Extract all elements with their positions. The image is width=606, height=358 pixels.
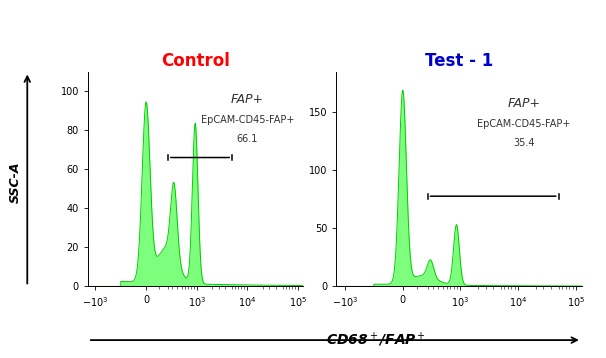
Title: Test - 1: Test - 1 [425, 52, 493, 70]
Text: EpCAM-CD45-FAP+: EpCAM-CD45-FAP+ [478, 119, 571, 129]
Text: SSC-A: SSC-A [8, 162, 22, 203]
Text: FAP+: FAP+ [507, 97, 541, 110]
Text: EpCAM-CD45-FAP+: EpCAM-CD45-FAP+ [201, 115, 294, 125]
Text: 66.1: 66.1 [236, 134, 258, 144]
Text: CD68$^+$/FAP$^+$: CD68$^+$/FAP$^+$ [326, 331, 425, 349]
Title: Control: Control [161, 52, 230, 70]
Text: 35.4: 35.4 [513, 138, 534, 148]
Text: FAP+: FAP+ [231, 93, 264, 106]
